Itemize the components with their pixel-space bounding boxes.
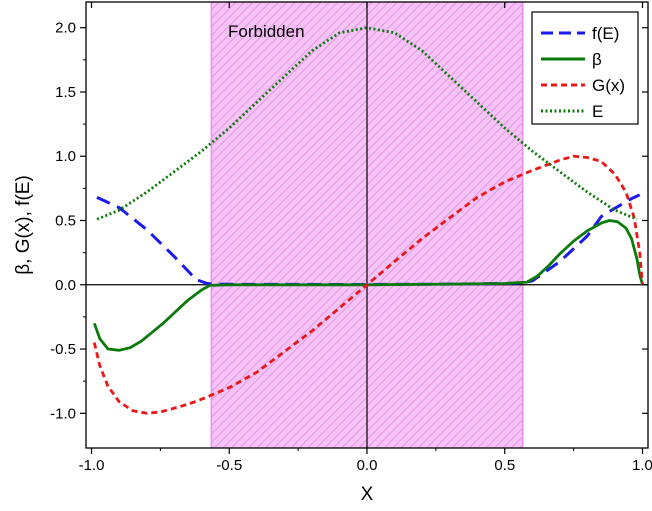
y-tick-label: 1.0 — [55, 148, 76, 165]
x-tick-label: -0.5 — [216, 457, 242, 474]
x-tick-label: 0.5 — [494, 457, 515, 474]
forbidden-label: Forbidden — [228, 22, 305, 41]
x-tick-label: 1.0 — [632, 457, 652, 474]
x-tick-label: -1.0 — [79, 457, 105, 474]
series-line-2 — [92, 219, 644, 352]
y-tick-label: 1.5 — [55, 84, 76, 101]
y-tick-label: 0.0 — [55, 277, 76, 294]
y-tick-label: -1.0 — [50, 405, 76, 422]
series-line-4 — [96, 26, 638, 221]
legend-label-4: E — [592, 102, 603, 121]
y-tick-label: -0.5 — [50, 341, 76, 358]
y-tick-label: 0.5 — [55, 213, 76, 230]
y-axis-title: β, G(x), f(E) — [13, 175, 34, 275]
series-layer — [92, 26, 644, 415]
series-line-3 — [92, 154, 644, 415]
y-tick-label: 2.0 — [55, 20, 76, 37]
axis-layer: -1.0 -0.5 0.0 0.5 1.0 -1.0 -0.5 0.0 0.5 1.0 1.5 2.0 — [50, 2, 652, 474]
x-axis-title: X — [361, 484, 374, 505]
x-tick-label: 0.0 — [357, 457, 378, 474]
legend-label-1: f(E) — [592, 24, 619, 43]
legend-items: f(E) β G(x) E — [541, 24, 625, 121]
legend-box — [531, 11, 639, 125]
legend-label-3: G(x) — [592, 76, 625, 95]
legend: f(E) β G(x) E — [531, 11, 639, 125]
legend-label-2: β — [592, 50, 602, 69]
